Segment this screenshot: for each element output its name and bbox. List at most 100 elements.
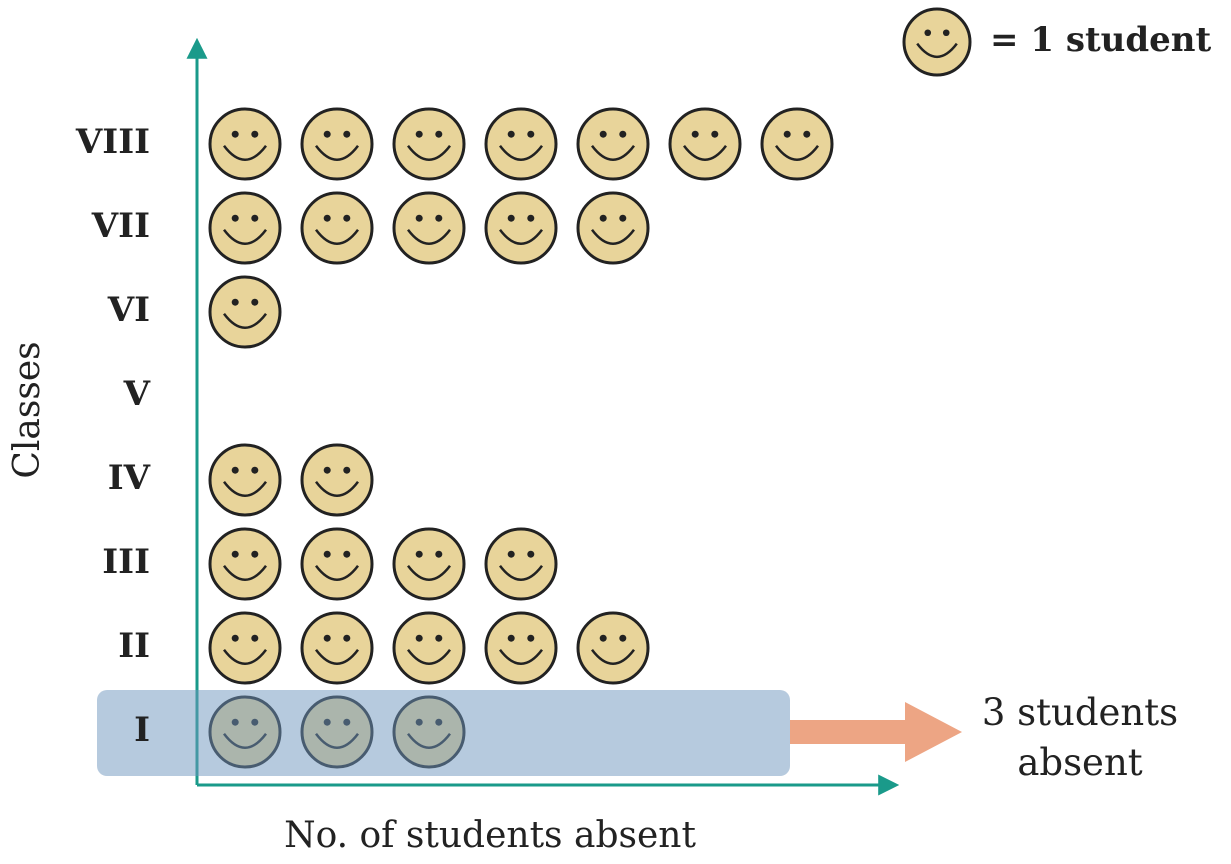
smiley-eye xyxy=(619,130,627,138)
smiley xyxy=(392,191,466,265)
category-label: II xyxy=(118,626,150,666)
smiley-face xyxy=(668,107,742,181)
smiley-eye xyxy=(231,298,239,306)
smiley-mouth xyxy=(315,144,359,161)
smiley-eye xyxy=(507,550,515,558)
smiley-eye xyxy=(507,214,515,222)
smiley xyxy=(668,107,742,181)
smiley xyxy=(300,107,374,181)
smiley xyxy=(902,7,972,77)
smiley-eye xyxy=(415,130,423,138)
smiley xyxy=(208,191,282,265)
smiley-eye xyxy=(507,130,515,138)
smiley-eye xyxy=(435,634,443,642)
pictogram-row xyxy=(208,611,650,685)
smiley-mouth xyxy=(223,144,267,161)
smiley-eye xyxy=(435,214,443,222)
smiley-face xyxy=(208,275,282,349)
smiley-eye xyxy=(942,29,950,37)
pictogram-row xyxy=(208,191,650,265)
smiley-eye xyxy=(323,634,331,642)
category-label: VII xyxy=(91,206,150,246)
smiley xyxy=(300,527,374,601)
smiley-face xyxy=(208,611,282,685)
smiley-eye xyxy=(231,214,239,222)
smiley-mouth xyxy=(407,648,451,665)
smiley-mouth xyxy=(499,144,543,161)
smiley-face xyxy=(392,611,466,685)
arrow-shaft xyxy=(790,720,910,744)
smiley xyxy=(484,527,558,601)
smiley-eye xyxy=(231,550,239,558)
smiley-face xyxy=(208,191,282,265)
x-axis-label: No. of students absent xyxy=(284,815,696,856)
smiley-eye xyxy=(527,550,535,558)
smiley-mouth xyxy=(315,564,359,581)
legend-text: = 1 student xyxy=(990,20,1212,60)
smiley-face xyxy=(902,7,972,77)
y-axis-label: Classes xyxy=(7,341,48,478)
smiley xyxy=(576,191,650,265)
smiley-eye xyxy=(251,298,259,306)
smiley-eye xyxy=(527,214,535,222)
category-label: I xyxy=(134,710,150,750)
smiley-eye xyxy=(527,634,535,642)
smiley-eye xyxy=(231,466,239,474)
smiley xyxy=(300,443,374,517)
smiley-face xyxy=(484,191,558,265)
highlight-box xyxy=(97,690,790,776)
smiley-eye xyxy=(507,634,515,642)
pictogram-row xyxy=(208,107,834,181)
smiley xyxy=(392,107,466,181)
smiley xyxy=(208,443,282,517)
smiley-mouth xyxy=(683,144,727,161)
smiley-eye xyxy=(323,130,331,138)
smiley-mouth xyxy=(223,648,267,665)
smiley xyxy=(760,107,834,181)
annotation: 3 students absent xyxy=(981,691,1179,784)
smiley-eye xyxy=(323,466,331,474)
smiley-eye xyxy=(415,550,423,558)
smiley-eye xyxy=(251,550,259,558)
smiley-mouth xyxy=(591,228,635,245)
smiley-mouth xyxy=(223,228,267,245)
pictogram-row xyxy=(208,527,558,601)
smiley-face xyxy=(392,107,466,181)
category-label: V xyxy=(123,374,151,414)
smiley-eye xyxy=(343,130,351,138)
smiley xyxy=(208,611,282,685)
smiley-face xyxy=(760,107,834,181)
smiley-eye xyxy=(599,130,607,138)
smiley-mouth xyxy=(499,564,543,581)
smiley-face xyxy=(576,611,650,685)
smiley-eye xyxy=(619,214,627,222)
smiley-eye xyxy=(251,214,259,222)
smiley-eye xyxy=(619,634,627,642)
smiley-eye xyxy=(691,130,699,138)
smiley xyxy=(392,527,466,601)
category-label: VIII xyxy=(75,122,150,162)
smiley-mouth xyxy=(591,648,635,665)
smiley-face xyxy=(576,107,650,181)
pictogram-row xyxy=(208,275,282,349)
smiley-face xyxy=(300,611,374,685)
smiley-eye xyxy=(803,130,811,138)
smiley-eye xyxy=(527,130,535,138)
smiley-face xyxy=(300,527,374,601)
category-label: III xyxy=(102,542,150,582)
smiley xyxy=(484,107,558,181)
smiley-eye xyxy=(231,130,239,138)
smiley-eye xyxy=(231,634,239,642)
pictogram-row xyxy=(208,443,374,517)
smiley-mouth xyxy=(499,648,543,665)
smiley-face xyxy=(392,191,466,265)
legend-icon xyxy=(902,7,972,77)
smiley-eye xyxy=(435,130,443,138)
smiley-mouth xyxy=(223,564,267,581)
smiley-face xyxy=(208,443,282,517)
marks xyxy=(208,107,834,769)
smiley-eye xyxy=(435,550,443,558)
smiley-mouth xyxy=(407,144,451,161)
